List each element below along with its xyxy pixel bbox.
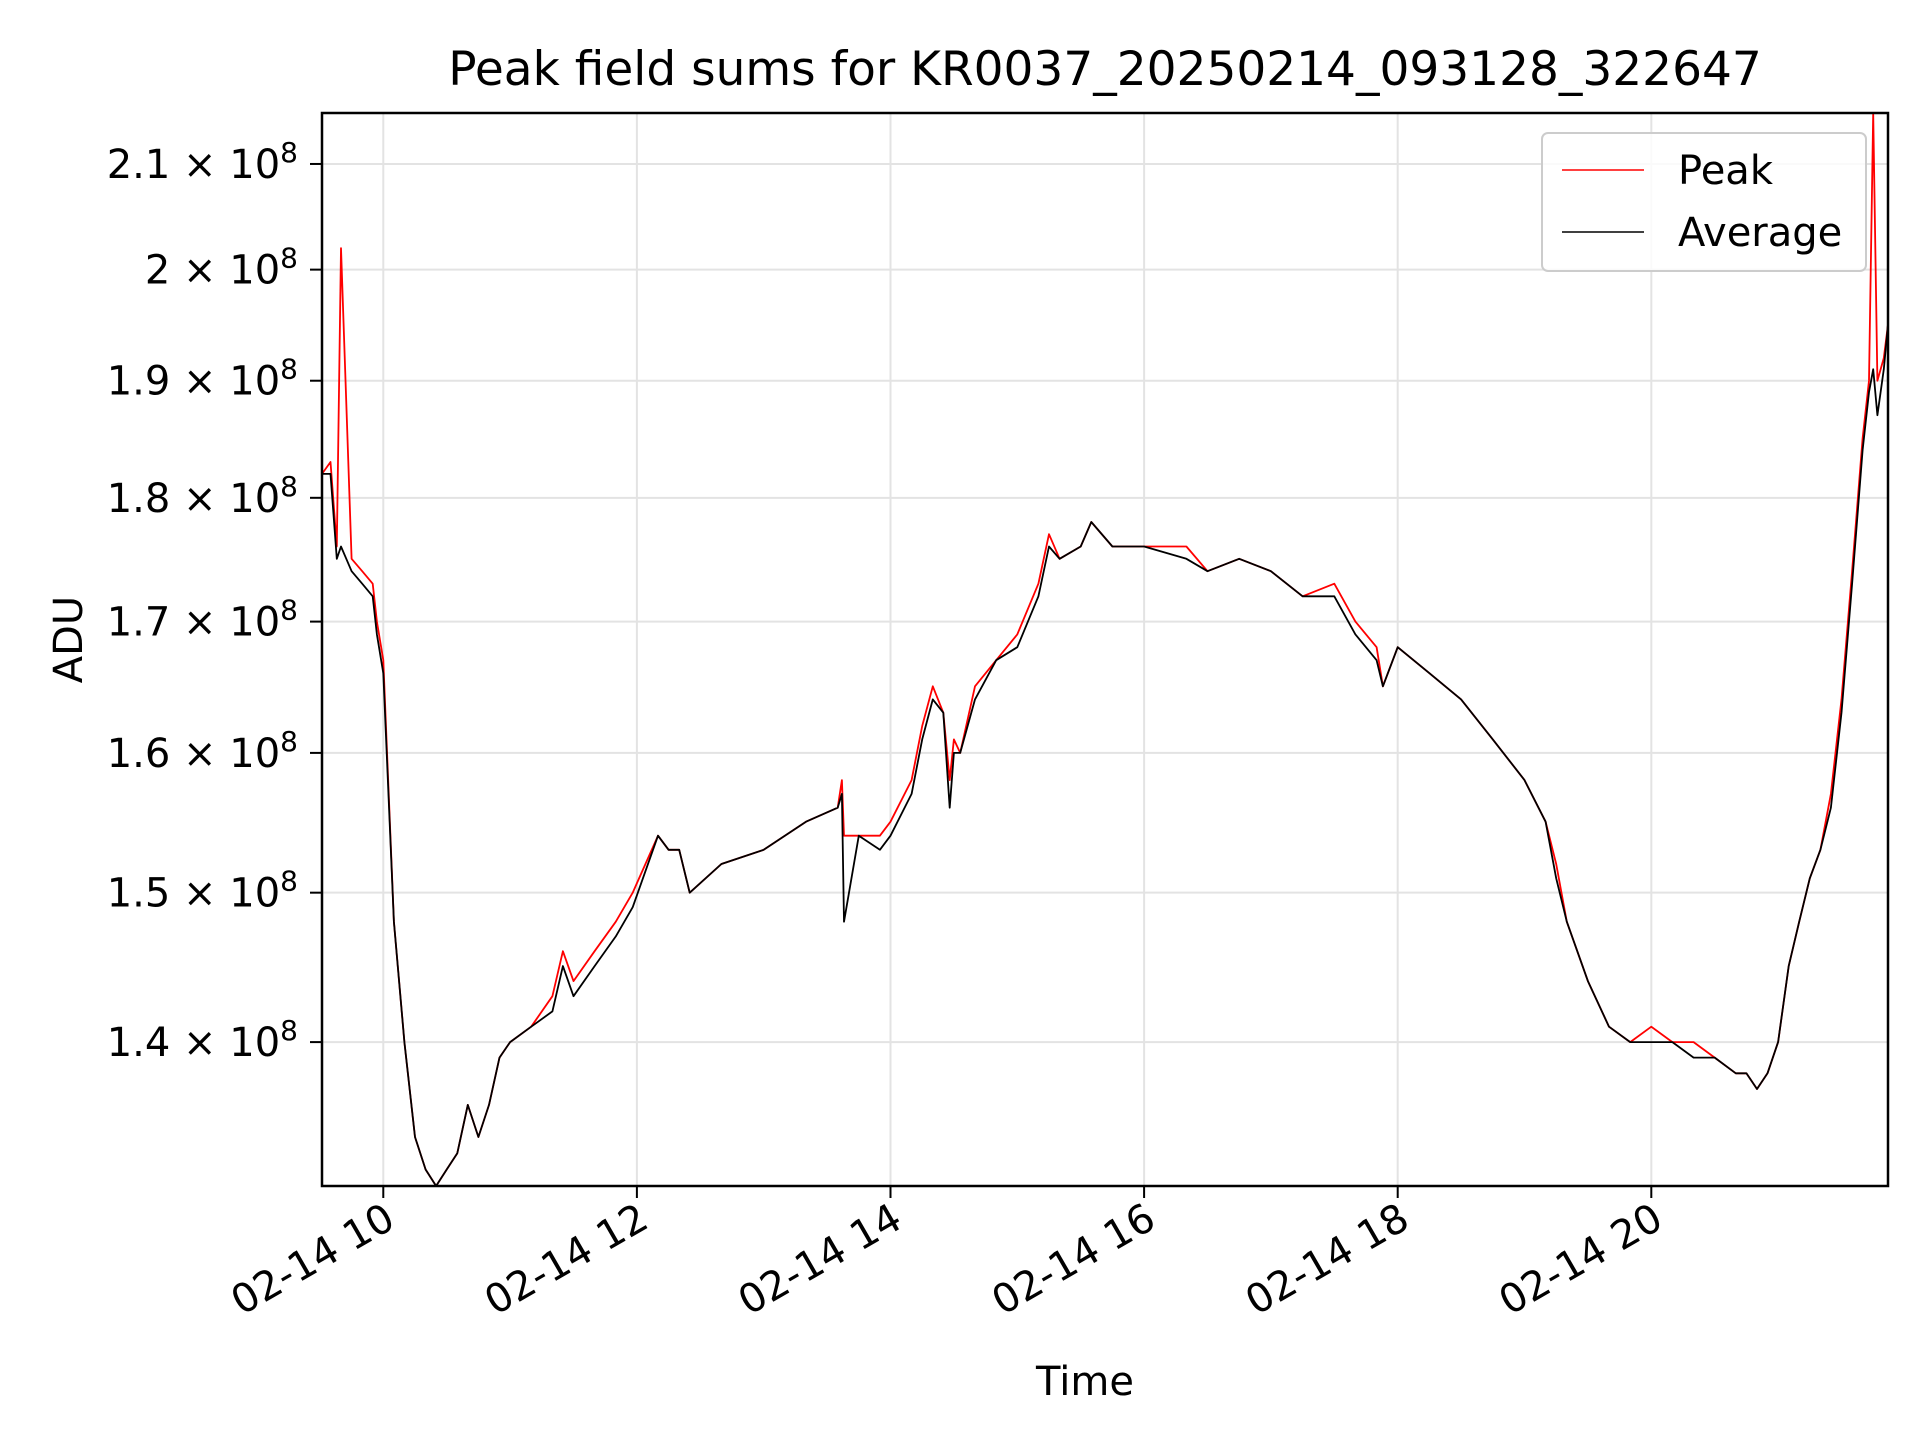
y-tick-mantissa: 1.5 xyxy=(107,871,171,917)
y-tick-exponent: 8 xyxy=(280,865,298,898)
y-tick-label: 1.9 × 108 xyxy=(107,353,298,405)
y-tick-label: 1.7 × 108 xyxy=(107,594,298,646)
y-tick-exponent: 8 xyxy=(280,725,298,758)
y-tick-exponent: 8 xyxy=(280,470,298,503)
legend: Peak Average xyxy=(1541,132,1867,272)
series-line-peak xyxy=(321,112,1889,1187)
y-tick-mantissa: 2 xyxy=(145,248,170,294)
y-tick-label: 1.4 × 108 xyxy=(107,1014,298,1066)
y-tick-exponent: 8 xyxy=(280,242,298,275)
series-layer xyxy=(321,112,1889,1187)
legend-label-peak: Peak xyxy=(1678,148,1774,194)
chart-title: Peak field sums for KR0037_20250214_0931… xyxy=(448,42,1762,97)
y-tick-mantissa: 1.6 xyxy=(107,731,171,777)
x-tick-label: 02-14 20 xyxy=(1492,1195,1671,1325)
x-axis-label: Time xyxy=(1035,1359,1134,1405)
y-tick-label: 1.6 × 108 xyxy=(107,725,298,777)
y-tick-mantissa: 1.8 xyxy=(107,476,171,522)
y-tick-exponent: 8 xyxy=(280,594,298,627)
y-tick-label: 1.8 × 108 xyxy=(107,470,298,522)
x-tick-label: 02-14 18 xyxy=(1238,1195,1417,1325)
y-tick-label: 2.1 × 108 xyxy=(107,136,298,188)
plot-frame xyxy=(320,111,1890,1188)
x-tick-label: 02-14 14 xyxy=(731,1195,910,1325)
grid xyxy=(322,113,1888,1186)
x-tick-label: 02-14 10 xyxy=(224,1195,403,1325)
y-axis-label: ADU xyxy=(46,596,92,683)
series-line-average xyxy=(322,324,1889,1187)
y-tick-mantissa: 1.4 xyxy=(107,1020,171,1066)
y-tick-exponent: 8 xyxy=(280,353,298,386)
y-tick-label: 2 × 108 xyxy=(145,242,298,294)
legend-label-average: Average xyxy=(1678,210,1842,256)
y-tick-mantissa: 2.1 xyxy=(107,142,171,188)
y-tick-mantissa: 1.7 xyxy=(107,600,171,646)
y-tick-exponent: 8 xyxy=(280,1014,298,1047)
y-tick-mantissa: 1.9 xyxy=(107,359,171,405)
y-tick-exponent: 8 xyxy=(280,136,298,169)
axis-ticks: 02-14 10 02-14 12 02-14 14 02-14 16 02-14 18… xyxy=(107,136,1671,1325)
legend-box xyxy=(1541,132,1867,272)
y-tick-label: 1.5 × 108 xyxy=(107,865,298,917)
x-tick-label: 02-14 12 xyxy=(477,1195,656,1325)
x-tick-label: 02-14 16 xyxy=(984,1195,1163,1325)
